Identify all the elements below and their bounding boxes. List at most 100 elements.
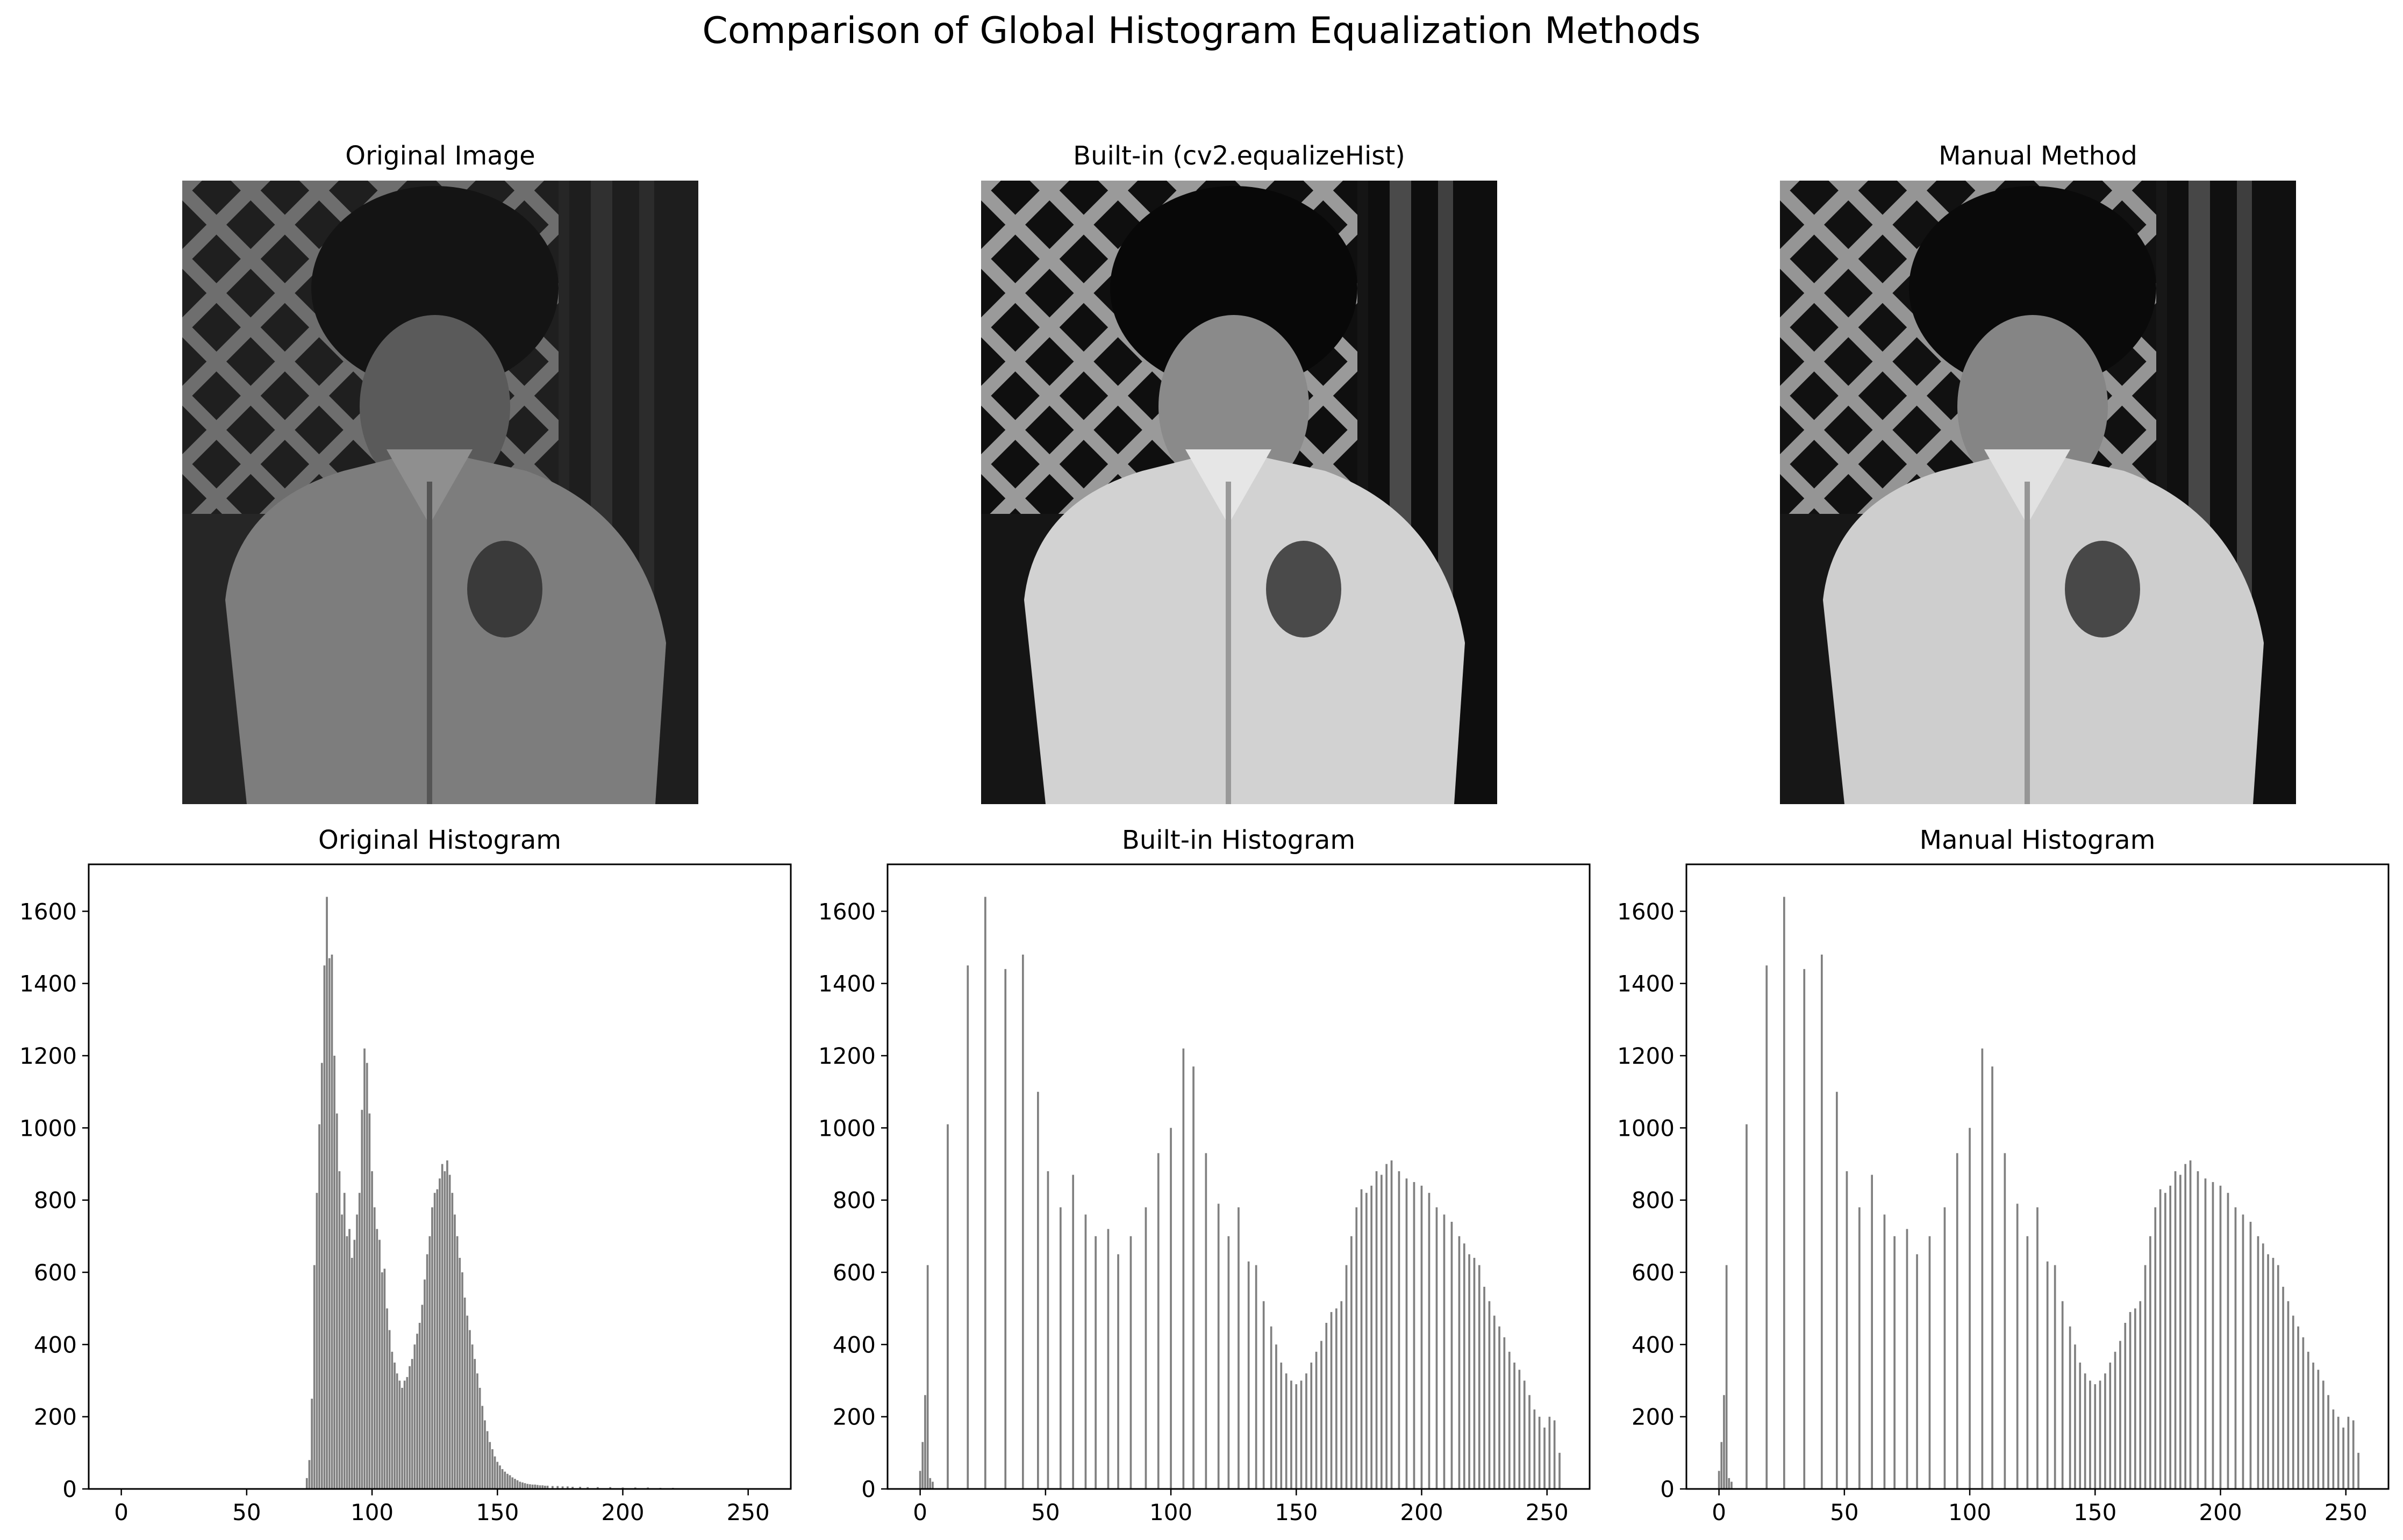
histogram-bar [1227,1236,1230,1489]
y-tick-label: 1600 [19,898,77,925]
histogram-bar [1523,1380,1526,1489]
y-tick-label: 400 [833,1331,876,1358]
histogram-bar [1275,1344,1277,1489]
histogram-bar [1217,1204,1220,1489]
histogram-bar [1004,969,1007,1489]
histogram-bar [2004,1153,2006,1489]
histogram-2: 0 50 100 150 200 250 0 200 400 600 800 1000 1200 1400… [1617,863,2390,1525]
histogram-bar [1883,1214,1886,1489]
x-tick-label: 100 [1149,1499,1192,1525]
histogram-bar [1247,1261,1250,1489]
histogram-bar [1765,965,1768,1489]
histogram-bar [331,954,333,1489]
histogram-bar [1783,897,1785,1489]
y-tick-label: 1200 [19,1043,77,1069]
histogram-bar [383,1269,386,1489]
histogram-bar [1746,1124,1748,1489]
histogram-bar [501,1469,504,1489]
histogram-bar [411,1359,413,1489]
histogram-bar [1730,1481,1733,1489]
histogram-bar [1723,1395,1725,1489]
histogram-bar [1335,1308,1338,1489]
histogram-bar [413,1344,416,1489]
histogram-bar [2089,1380,2091,1489]
histogram-bar [333,1056,335,1489]
histogram-bar [561,1486,564,1489]
histogram-bar [326,897,328,1489]
histogram-bar [436,1189,439,1489]
histogram-bar [2347,1416,2350,1489]
histogram-bar [1528,1395,1531,1489]
histogram-bar [391,1351,394,1489]
histogram-bar [481,1406,484,1489]
histogram-bar [1728,1478,1730,1489]
histogram-bar [2267,1254,2269,1489]
histogram-bar [428,1236,431,1489]
histogram-bar [1325,1323,1328,1489]
histogram-bar [2114,1351,2116,1489]
histogram-bar [2337,1416,2340,1489]
histogram-bar [1305,1373,1307,1489]
x-tick-label: 200 [601,1499,644,1525]
hist-title-original: Original Histogram [318,825,562,855]
histogram-bar [318,1124,320,1489]
histogram-bar [484,1420,486,1489]
figure-title: Comparison of Global Histogram Equalizat… [702,10,1701,52]
histogram-bar [1548,1416,1551,1489]
y-tick-label: 800 [833,1187,876,1214]
histogram-bar [2129,1312,2132,1489]
histogram-bar [499,1465,501,1489]
histogram-bar [1255,1265,1257,1489]
histogram-bar [1192,1066,1195,1489]
histogram-bar [2179,1174,2182,1489]
y-tick-label: 800 [34,1187,77,1214]
histogram-bar [368,1113,371,1489]
histogram-bar [1290,1380,1292,1489]
histogram-bar [461,1272,463,1489]
x-tick-label: 150 [1275,1499,1318,1525]
histogram-bar [2332,1409,2335,1489]
histogram-bar [534,1484,537,1489]
histogram-bar [579,1487,581,1489]
image-title-original: Original Image [345,141,535,171]
histogram-bar [2109,1362,2112,1489]
histogram-bar [2219,1185,2222,1489]
histogram-bar [519,1481,521,1489]
histogram-bar [2262,1243,2264,1489]
histogram-bar [1720,1442,1723,1489]
histogram-bar [328,958,331,1489]
histogram-bar [313,1265,316,1489]
histogram-bar [1420,1185,1423,1489]
histogram-bar [552,1486,554,1489]
x-tick-label: 100 [351,1499,394,1525]
x-tick-label: 0 [114,1499,128,1525]
histogram-bar [1285,1373,1288,1489]
histogram-bar [2036,1207,2039,1489]
histogram-bar [1488,1301,1491,1489]
x-tick-label: 50 [1830,1499,1858,1525]
histogram-bar [2094,1384,2097,1489]
histogram-bar [463,1298,466,1489]
x-tick-label: 150 [476,1499,519,1525]
histogram-bar [305,1478,308,1489]
histogram-bar [1435,1207,1438,1489]
manual-image-graphic [1780,181,2296,804]
histogram-bar [1107,1229,1110,1489]
histogram-bar [1405,1178,1408,1489]
histogram-bar [1428,1193,1431,1489]
histogram-bar [2061,1301,2064,1489]
histogram-bar [1315,1351,1318,1489]
histogram-bar [1893,1236,1896,1489]
histogram-bar [409,1366,411,1489]
histogram-bar [2357,1452,2359,1489]
x-tick-label: 250 [1526,1499,1569,1525]
histogram-bar [2327,1395,2329,1489]
histogram-bar [1157,1153,1160,1489]
y-tick-label: 200 [833,1404,876,1430]
histogram-bar [1981,1048,1984,1489]
histogram-bar [1473,1258,1476,1489]
y-tick-label: 1400 [818,971,876,997]
histogram-bar [2054,1265,2056,1489]
histogram-bar [1463,1243,1465,1489]
histogram-bar [361,1109,363,1489]
